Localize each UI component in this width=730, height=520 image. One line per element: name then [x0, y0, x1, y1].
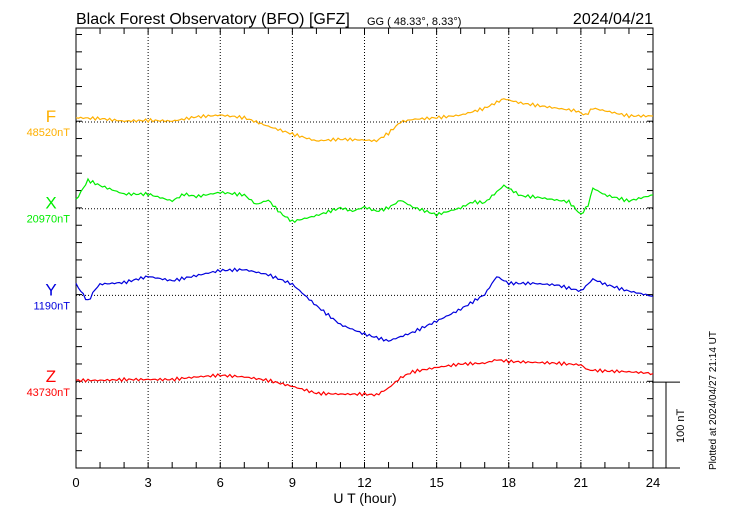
series-line-f	[75, 98, 654, 143]
x-tick-label: 15	[429, 475, 443, 490]
x-tick-label: 9	[289, 475, 296, 490]
series-name-x: X	[45, 194, 56, 213]
series-name-f: F	[46, 107, 56, 126]
x-axis-label: U T (hour)	[333, 490, 396, 506]
x-tick-label: 0	[72, 475, 79, 490]
series-name-z: Z	[46, 367, 56, 386]
x-tick-label: 24	[646, 475, 660, 490]
x-tick-label: 21	[574, 475, 588, 490]
series-baseline-label: 48520nT	[27, 127, 71, 139]
series-baseline-label: 20970nT	[27, 214, 71, 226]
coordinates-label: GG ( 48.33°, 8.33°)	[367, 16, 461, 28]
series-baseline-label: 43730nT	[27, 387, 71, 399]
chart-title: Black Forest Observatory (BFO) [GFZ]	[76, 11, 350, 28]
date-label: 2024/04/21	[573, 11, 653, 28]
series-baseline-label: 1190nT	[34, 300, 71, 312]
series-line-z	[75, 358, 654, 397]
plotted-note: Plotted at 2024/04/27 21:14 UT	[708, 331, 719, 470]
x-tick-label: 18	[502, 475, 516, 490]
x-tick-label: 3	[145, 475, 152, 490]
series-line-x	[75, 177, 654, 224]
x-tick-label: 12	[357, 475, 371, 490]
x-tick-label: 6	[217, 475, 224, 490]
series-name-y: Y	[45, 280, 56, 299]
series-line-y	[75, 267, 654, 342]
scale-bar-label: 100 nT	[675, 408, 687, 443]
